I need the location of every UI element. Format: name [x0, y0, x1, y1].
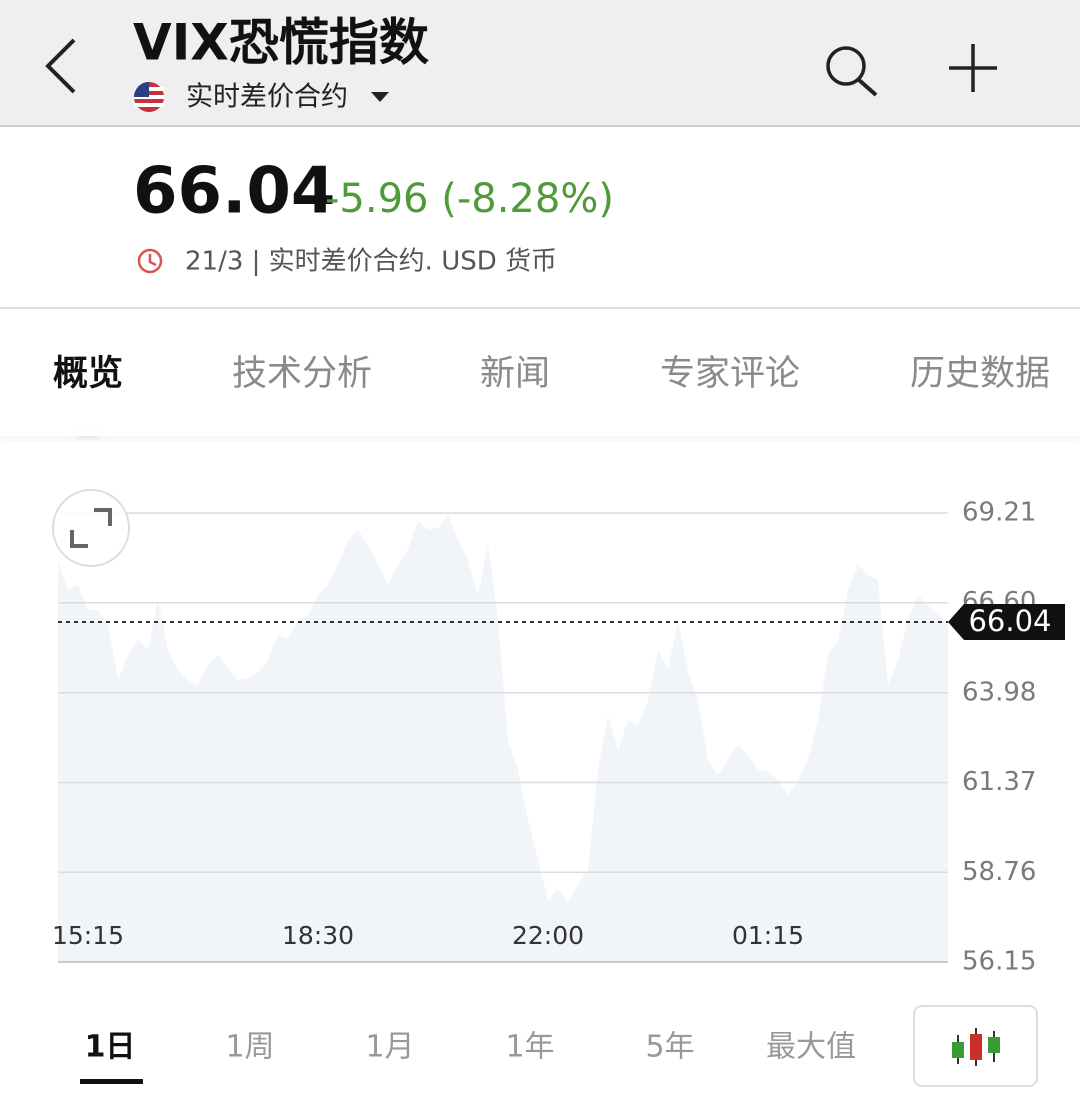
- last-value-label: 66.04: [968, 604, 1051, 638]
- tab[interactable]: 技术分析: [232, 354, 372, 394]
- range-bar: 1日 1周 1月 1年 5年 最大值: [80, 1030, 856, 1084]
- header-bar: [0, 0, 1080, 126]
- range-button[interactable]: 最大值: [766, 1030, 856, 1065]
- y-tick-label: 69.21: [962, 498, 1036, 528]
- y-tick-label: 56.15: [962, 947, 1036, 977]
- clock-icon: [137, 248, 163, 274]
- y-tick-label: 61.37: [962, 767, 1036, 797]
- range-button[interactable]: 1日: [85, 1030, 136, 1065]
- area-fill: [58, 515, 948, 962]
- range-selected-underline: [80, 1079, 143, 1084]
- tab-bar: 概览 技术分析 新闻 专家评论 历史数据: [53, 354, 1050, 394]
- price-change: -5.96 (-8.28%): [325, 176, 614, 222]
- add-button[interactable]: [949, 44, 997, 92]
- tab[interactable]: 专家评论: [660, 354, 800, 394]
- quote-meta: 21/3 | 实时差价合约. USD 货币: [185, 247, 557, 277]
- tab-bar-shadow: [0, 423, 1080, 436]
- back-button[interactable]: [45, 38, 76, 94]
- last-value-tag: [948, 603, 1065, 640]
- range-button[interactable]: 1年: [505, 1030, 554, 1065]
- range-button[interactable]: 5年: [645, 1030, 694, 1065]
- x-tick-label: 01:15: [732, 921, 804, 950]
- x-tick-label: 15:15: [52, 921, 124, 950]
- price: 66.04: [133, 155, 335, 229]
- dropdown-arrow[interactable]: [371, 92, 389, 102]
- range-button[interactable]: 1月: [365, 1030, 414, 1065]
- x-tick-label: 18:30: [282, 921, 354, 950]
- instrument-type[interactable]: 实时差价合约: [186, 82, 348, 113]
- tab[interactable]: 概览: [53, 354, 123, 394]
- range-button[interactable]: 1周: [225, 1030, 274, 1065]
- candlestick-toggle[interactable]: [913, 1005, 1038, 1087]
- y-tick-label: 58.76: [962, 857, 1036, 887]
- us-flag: [134, 82, 164, 112]
- x-tick-label: 22:00: [512, 921, 584, 950]
- tab[interactable]: 新闻: [480, 354, 550, 394]
- expand-button[interactable]: [52, 489, 130, 567]
- y-tick-label: 63.98: [962, 677, 1036, 707]
- page-title: VIX恐慌指数: [133, 14, 429, 72]
- tab[interactable]: 历史数据: [910, 354, 1050, 394]
- search-button[interactable]: [826, 46, 878, 97]
